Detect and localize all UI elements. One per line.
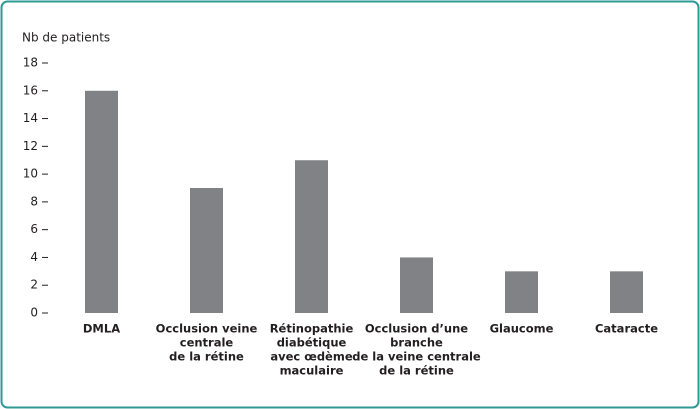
x-tick-label: Rétinopathie: [270, 322, 354, 336]
y-tick-label: 12: [23, 139, 38, 153]
y-tick-label: 6: [30, 222, 38, 236]
x-tick-label: de la veine centrale: [352, 350, 481, 364]
y-tick-label: 2: [30, 278, 38, 292]
x-tick-label: maculaire: [280, 364, 344, 378]
x-tick-label: branche: [390, 336, 443, 350]
x-tick-label: Cataracte: [595, 322, 658, 336]
bar: [610, 271, 643, 313]
bar: [505, 271, 538, 313]
x-tick-label: centrale: [180, 336, 234, 350]
y-tick-label: 8: [30, 194, 38, 208]
y-tick-label: 14: [23, 111, 38, 125]
y-tick-label: 16: [23, 83, 38, 97]
y-axis-label: Nb de patients: [22, 31, 110, 45]
bar: [295, 160, 328, 313]
bar: [400, 257, 433, 313]
x-tick-label: Glaucome: [490, 322, 554, 336]
x-tick-label: Occlusion veine: [156, 322, 258, 336]
x-tick-label: DMLA: [83, 322, 120, 336]
x-tick-label: de la rétine: [379, 364, 454, 378]
y-tick-label: 0: [30, 306, 38, 320]
bar: [190, 188, 223, 313]
y-tick-label: 18: [23, 56, 38, 70]
bar: [85, 90, 118, 314]
y-tick-label: 4: [30, 250, 38, 264]
x-tick-label: Occlusion d’une: [365, 322, 468, 336]
x-tick-label: diabétique: [277, 336, 347, 350]
x-tick-label: de la rétine: [169, 350, 244, 364]
x-tick-label: avec œdème: [270, 350, 352, 364]
y-tick-label: 10: [23, 167, 38, 181]
